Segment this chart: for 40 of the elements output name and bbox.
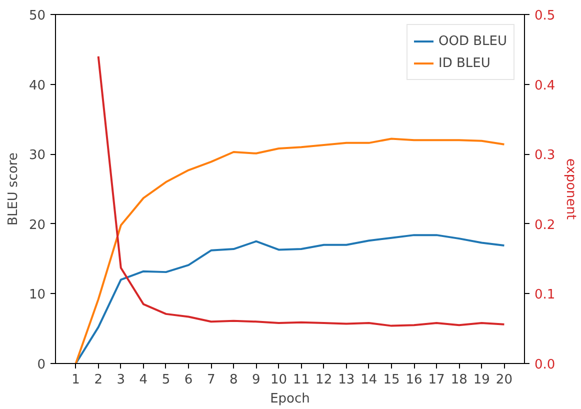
y-tick-label: 30 bbox=[28, 148, 46, 164]
x-tick-label: 9 bbox=[252, 372, 260, 388]
x-tick-label: 15 bbox=[383, 372, 400, 388]
x-tick-label: 20 bbox=[496, 372, 512, 388]
y2-tick-label: 0.0 bbox=[534, 358, 556, 372]
x-tick-label: 1 bbox=[72, 372, 80, 388]
y-tick-label: 50 bbox=[28, 8, 46, 24]
y-tick-label: 0 bbox=[37, 358, 46, 372]
y2-tick-label: 0.2 bbox=[534, 218, 556, 233]
x-tick-label: 10 bbox=[270, 372, 287, 388]
y2-tick-label: 0.3 bbox=[534, 148, 556, 164]
y2-tick-label: 0.1 bbox=[534, 288, 556, 303]
y-axis-title: BLEU score bbox=[6, 152, 21, 226]
x-tick-label: 5 bbox=[162, 372, 170, 388]
x-tick-label: 19 bbox=[473, 372, 490, 388]
x-axis-title: Epoch bbox=[270, 392, 310, 406]
x-tick-label: 8 bbox=[229, 372, 238, 388]
y-tick-label: 40 bbox=[28, 78, 46, 94]
line-series bbox=[74, 234, 506, 364]
x-tick-label: 12 bbox=[316, 372, 332, 388]
legend-label: ID BLEU bbox=[438, 56, 490, 70]
line-series bbox=[97, 55, 506, 327]
y-tick-label: 10 bbox=[28, 288, 46, 303]
x-tick-label: 16 bbox=[406, 372, 422, 388]
y2-tick-label: 0.5 bbox=[534, 8, 556, 24]
x-tick-label: 6 bbox=[184, 372, 193, 388]
x-tick-label: 3 bbox=[116, 372, 126, 388]
y2-axis-title: exponent bbox=[563, 158, 578, 220]
x-tick-label: 17 bbox=[428, 372, 445, 388]
x-tick-label: 18 bbox=[450, 372, 468, 388]
y-tick-label: 20 bbox=[28, 218, 46, 233]
x-tick-label: 13 bbox=[338, 372, 355, 388]
line-series bbox=[74, 138, 506, 364]
x-tick-label: 11 bbox=[293, 372, 310, 388]
y2-tick-label: 0.4 bbox=[534, 78, 556, 94]
x-tick-label: 14 bbox=[360, 372, 378, 388]
legend-label: OOD BLEU bbox=[438, 34, 507, 48]
x-tick-label: 2 bbox=[94, 372, 102, 388]
x-tick-label: 4 bbox=[139, 372, 148, 388]
x-tick-label: 7 bbox=[206, 372, 216, 388]
